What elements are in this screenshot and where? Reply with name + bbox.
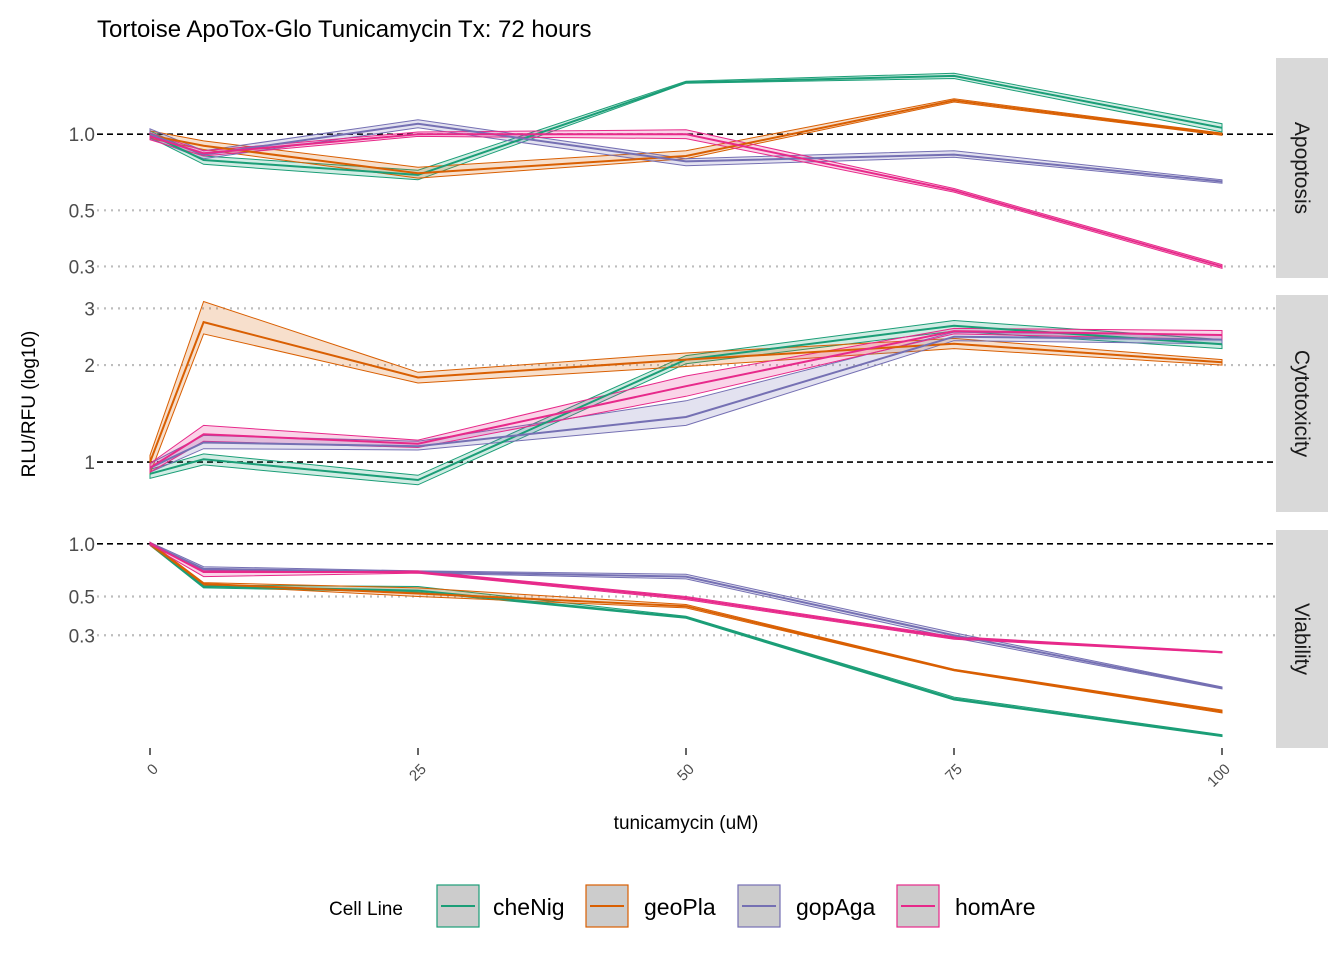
x-tick-label: 25 [406,761,430,785]
ribbon-gopAga [149,541,1223,690]
series-line-cheNig [149,543,1223,737]
series-line-gopAga [149,335,1223,469]
x-tick-label: 0 [144,761,162,779]
legend-label: geoPla [644,894,716,920]
facet-strip-label: Viability [1290,603,1313,675]
y-tick-label: 0.3 [69,626,95,647]
series-line-geoPla [149,320,1223,463]
y-tick-label: 0.5 [69,201,95,222]
y-tick-label: 1.0 [69,535,95,556]
series-line-geoPla [149,99,1223,175]
legend-label: cheNig [493,894,565,920]
legend-title: Cell Line [329,899,403,920]
facet-panel-viability: 1.0 0.5 0.3 Viability [69,530,1328,748]
x-axis: 0 25 50 75 100 [144,748,1234,791]
x-tick-label: 100 [1204,761,1234,791]
facet-panel-cytotoxicity: 3 2 1 Cytotoxicity [84,295,1328,512]
facet-strip [1276,530,1328,748]
x-tick-label: 50 [674,761,698,785]
legend-label: gopAga [796,894,876,920]
y-tick-label: 3 [84,299,95,320]
series-line-homAre [149,133,1223,268]
y-tick-label: 1.0 [69,125,95,146]
ribbon-gopAga [149,119,1223,184]
legend-item-geoPla: geoPla [585,884,716,928]
facet-panel-apoptosis: 1.0 0.5 0.3 Apoptosis [69,58,1328,278]
x-tick-label: 75 [942,761,966,785]
y-tick-label: 0.3 [69,257,95,278]
series-line-homAre [149,330,1223,469]
ribbon-geoPla [149,98,1223,179]
series-line-gopAga [149,542,1223,689]
legend-label: homAre [955,894,1036,920]
y-axis-title: RLU/RFU (log10) [19,331,40,478]
legend-item-homAre: homAre [896,884,1036,928]
series-line-cheNig [149,74,1223,176]
y-tick-label: 0.5 [69,587,95,608]
legend: Cell Line cheNig geoPla gopAga homAre [329,884,1036,928]
y-tick-label: 2 [84,356,95,377]
facet-strip-label: Cytotoxicity [1290,350,1313,458]
x-axis-title: tunicamycin (uM) [614,813,759,834]
y-tick-label: 1 [84,453,95,474]
series-line-homAre [149,542,1223,654]
legend-item-cheNig: cheNig [436,884,565,928]
facet-strip-label: Apoptosis [1290,122,1313,214]
facet-strip [1276,58,1328,278]
chart-title: Tortoise ApoTox-Glo Tunicamycin Tx: 72 h… [97,16,591,43]
ribbon-cheNig [149,72,1223,181]
ribbon-homAre [149,129,1223,269]
facet-panels: 1.0 0.5 0.3 Apoptosis 3 2 1 Cytotoxicity 1.0 0.5 0… [69,58,1328,748]
legend-item-gopAga: gopAga [737,884,876,928]
facet-strip [1276,295,1328,512]
series-line-cheNig [149,324,1223,482]
series-line-geoPla [149,542,1223,713]
